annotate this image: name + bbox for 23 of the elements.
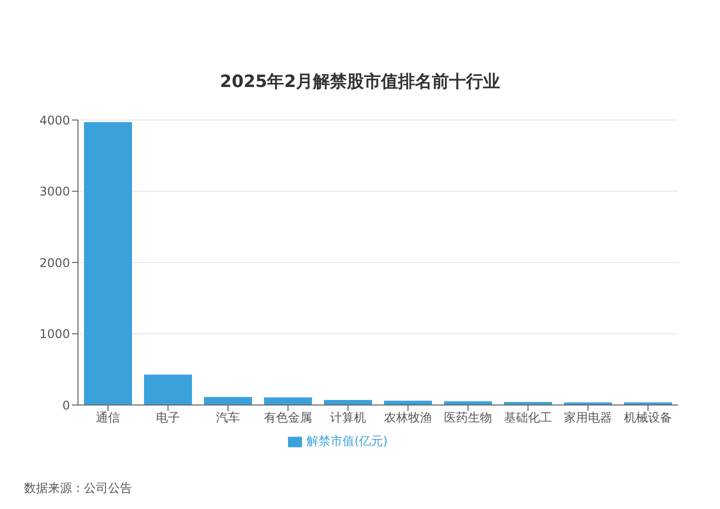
bar [204,396,252,405]
bar [444,401,492,405]
source-note: 数据来源：公司公告 [24,480,133,497]
bar [264,397,312,405]
x-tick-label: 计算机 [330,410,366,425]
x-tick-label: 家用电器 [564,410,612,425]
x-tick-label: 机械设备 [624,410,672,425]
y-tick-label: 3000 [39,184,70,199]
y-tick-label: 4000 [39,113,70,128]
x-tick-label: 基础化工 [504,410,552,425]
x-tick-label: 农林牧渔 [384,410,432,425]
x-tick-label: 汽车 [216,410,240,425]
bar [144,374,192,405]
y-tick-label: 1000 [39,327,70,342]
x-tick-label: 电子 [156,410,180,425]
x-tick-label: 通信 [96,410,120,425]
legend-label: 解禁市值(亿元) [306,434,388,448]
chart-title: 2025年2月解禁股市值排名前十行业 [218,71,502,94]
x-tick-label: 医药生物 [444,410,492,425]
bar [84,122,132,405]
y-tick-label: 0 [62,398,70,412]
y-tick-label: 2000 [39,256,70,270]
x-tick-label: 有色金属 [264,410,312,425]
